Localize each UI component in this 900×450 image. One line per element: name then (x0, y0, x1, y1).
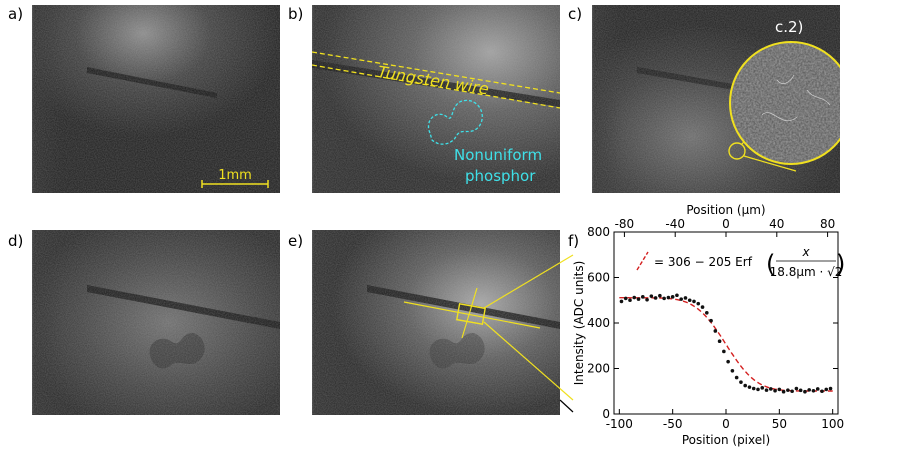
image-panel-b: Tungsten wire Nonuniform phosphor (312, 5, 560, 193)
data-point (751, 386, 756, 391)
data-point (773, 388, 777, 393)
data-point (790, 389, 794, 394)
data-point (636, 297, 641, 301)
data-point (653, 296, 658, 300)
data-point (658, 293, 662, 298)
data-point (798, 388, 803, 393)
data-point (807, 388, 811, 392)
legend-formula-numerator: x (801, 245, 810, 259)
data-point (717, 339, 722, 344)
y-tick-label-2: 400 (587, 316, 610, 330)
inset-label: c.2) (775, 18, 803, 36)
y-tick-label-3: 600 (587, 271, 610, 285)
panel-label-d: d) (8, 232, 24, 250)
data-point (709, 318, 713, 323)
data-point (679, 297, 683, 301)
data-point (739, 380, 743, 384)
y-tick-label-1: 200 (587, 362, 610, 376)
legend-formula-prefix: = 306 − 205 Erf (654, 255, 753, 269)
data-point (628, 298, 632, 303)
data-point (662, 296, 666, 301)
data-point (670, 295, 675, 299)
svg-text:(: ( (766, 250, 775, 278)
data-point (700, 305, 705, 309)
x2-axis-label: Position (µm) (686, 203, 765, 217)
inset-circle (729, 41, 840, 165)
data-point (666, 295, 671, 300)
data-point (786, 388, 790, 392)
scale-bar: 1mm (201, 168, 269, 188)
data-point (803, 389, 807, 394)
x2-tick-label-4: 80 (820, 217, 835, 231)
x2-tick-label-3: 40 (769, 217, 784, 231)
x-axis-label: Position (pixel) (682, 433, 770, 447)
data-point (781, 389, 786, 394)
y-tick-label-4: 800 (587, 225, 610, 239)
data-point (794, 386, 799, 391)
data-point (692, 299, 696, 304)
data-point (811, 388, 816, 393)
scale-bar-label: 1mm (218, 168, 252, 183)
x-tick-label-1: -50 (663, 417, 683, 431)
y-tick-label-0: 0 (602, 407, 610, 421)
data-point (675, 293, 679, 298)
image-panel-c: c.2) (592, 5, 840, 193)
data-point (726, 359, 730, 364)
fit-curve (619, 297, 833, 392)
data-point (696, 301, 701, 306)
panel-label-b: b) (288, 5, 304, 23)
data-point (705, 310, 709, 315)
data-point (649, 294, 654, 298)
data-point (641, 295, 645, 299)
data-point (777, 387, 782, 392)
x-tick-label-2: 0 (722, 417, 730, 431)
x-tick-label-4: 100 (821, 417, 844, 431)
x2-tick-label-0: -80 (615, 217, 635, 231)
data-point (769, 387, 773, 391)
image-panel-a: 1mm (32, 5, 280, 193)
data-point (683, 296, 688, 300)
data-point (743, 383, 747, 388)
legend-formula-denominator: 18.8µm · √2 (770, 265, 843, 279)
data-point (820, 389, 824, 394)
nonuniform-label-2: phosphor (465, 167, 536, 185)
panel-label-e: e) (288, 232, 304, 250)
data-point (730, 368, 735, 373)
data-point (645, 297, 649, 302)
x2-tick-label-2: 0 (722, 217, 730, 231)
data-point (632, 295, 637, 300)
data-point (687, 298, 692, 303)
x2-tick-label-1: -40 (665, 217, 685, 231)
legend: = 306 − 205 Erf ( x 18.8µm · √2 ) (636, 245, 845, 279)
panel-label-c: c) (568, 5, 583, 23)
data-point (747, 385, 752, 389)
data-point (619, 299, 624, 304)
data-point (824, 387, 829, 392)
data-point (815, 387, 820, 391)
y-axis-label: Intensity (ADC units) (572, 261, 586, 386)
data-point (722, 349, 726, 354)
data-point (760, 386, 765, 390)
x-tick-label-3: 50 (772, 417, 787, 431)
panel-label-f: f) (568, 232, 580, 250)
data-point (828, 386, 833, 391)
data-point (756, 387, 760, 392)
data-point (764, 388, 769, 392)
data-point (734, 375, 739, 380)
data-point (713, 329, 718, 333)
panel-label-a: a) (8, 5, 24, 23)
svg-text:): ) (836, 250, 845, 278)
image-panel-d (32, 230, 280, 415)
data-point (623, 296, 628, 301)
x-tick-label-0: -100 (606, 417, 633, 431)
nonuniform-label-1: Nonuniform (454, 146, 542, 164)
